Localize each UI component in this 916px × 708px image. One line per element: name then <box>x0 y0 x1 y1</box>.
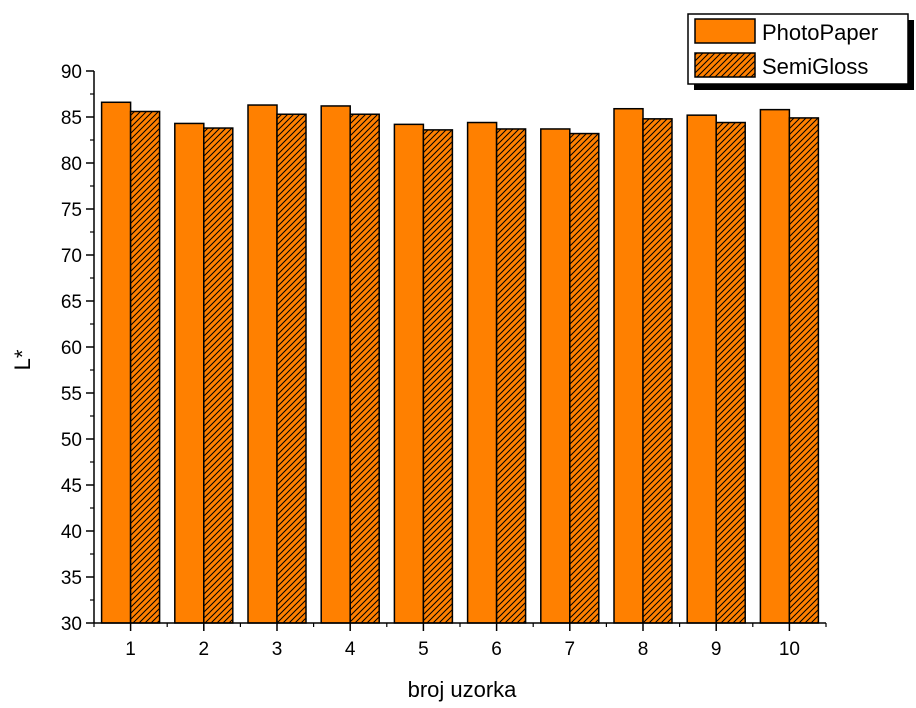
bars <box>100 101 820 624</box>
bar-semigloss-1 <box>129 110 161 624</box>
y-tick-label-40: 40 <box>61 522 82 543</box>
bar-photopaper-9 <box>686 114 717 624</box>
x-tick-label-4: 4 <box>345 639 356 660</box>
bar-semigloss-6 <box>495 128 527 624</box>
bar-photopaper-6 <box>466 121 498 624</box>
legend-label-photopaper: PhotoPaper <box>762 20 878 45</box>
bar-photopaper-7 <box>540 128 571 624</box>
legend: PhotoPaper SemiGloss <box>687 13 914 90</box>
y-tick-label-70: 70 <box>61 246 82 267</box>
x-tick-label-3: 3 <box>272 639 283 660</box>
y-tick-label-65: 65 <box>61 292 82 313</box>
legend-swatch-semigloss <box>694 52 756 78</box>
bar-photopaper-1 <box>100 101 132 624</box>
legend-label-semigloss: SemiGloss <box>762 54 868 79</box>
y-tick-label-30: 30 <box>61 614 82 635</box>
x-tick-label-2: 2 <box>199 639 210 660</box>
y-tick-label-35: 35 <box>61 568 82 589</box>
bar-photopaper-4 <box>320 105 351 624</box>
bar-semigloss-2 <box>203 127 234 624</box>
x-axis-label: broj uzorka <box>408 677 518 702</box>
x-tick-label-7: 7 <box>565 639 576 660</box>
x-tick-label-8: 8 <box>638 639 649 660</box>
x-tick-label-10: 10 <box>779 639 800 660</box>
x-tick-label-6: 6 <box>491 639 502 660</box>
bar-semigloss-10 <box>788 117 820 624</box>
bar-semigloss-7 <box>569 132 600 624</box>
y-tick-label-80: 80 <box>61 154 82 175</box>
bar-semigloss-8 <box>642 118 673 624</box>
bar-semigloss-5 <box>422 129 454 624</box>
y-tick-label-75: 75 <box>61 200 82 221</box>
x-tick-label-1: 1 <box>125 639 136 660</box>
bar-semigloss-9 <box>715 121 746 624</box>
y-axis: 30 35 40 45 50 55 60 65 70 75 80 85 90 <box>61 62 95 635</box>
y-axis-label: L* <box>10 349 35 370</box>
bar-photopaper-10 <box>759 108 791 624</box>
y-tick-label-50: 50 <box>61 430 82 451</box>
y-tick-label-85: 85 <box>61 108 82 129</box>
bar-semigloss-3 <box>276 113 307 624</box>
legend-swatch-photopaper <box>694 18 756 44</box>
x-axis: 1 2 3 4 5 6 7 8 9 10 <box>93 622 827 660</box>
bar-semigloss-4 <box>349 113 380 624</box>
bar-photopaper-5 <box>393 123 425 624</box>
x-tick-label-5: 5 <box>418 639 429 660</box>
x-tick-label-9: 9 <box>711 639 722 660</box>
bar-photopaper-8 <box>613 107 644 624</box>
bar-photopaper-2 <box>174 122 205 624</box>
y-tick-label-90: 90 <box>61 62 82 83</box>
bar-photopaper-3 <box>247 104 278 624</box>
y-tick-label-55: 55 <box>61 384 82 405</box>
y-tick-label-60: 60 <box>61 338 82 359</box>
y-tick-label-45: 45 <box>61 476 82 497</box>
